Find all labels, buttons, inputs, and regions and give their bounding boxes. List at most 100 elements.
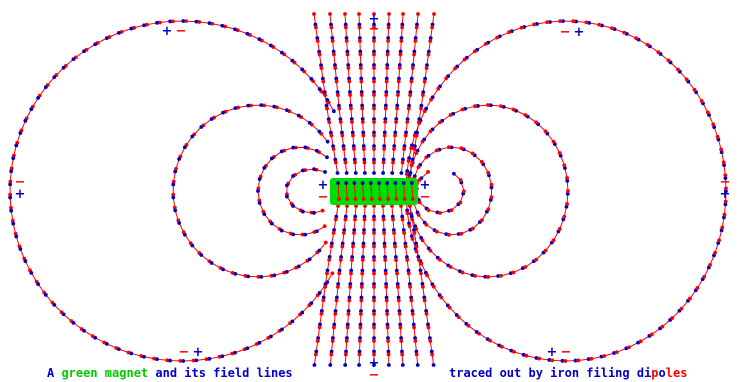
iron-filing-dipole-icon: [82, 328, 95, 339]
iron-filing-dipole-icon: [477, 331, 490, 342]
iron-filing-dipole-icon: [233, 271, 248, 278]
iron-filing-dipole-icon: [722, 202, 728, 217]
iron-filing-dipole-icon: [488, 103, 503, 109]
iron-filing-dipole-icon: [472, 153, 484, 164]
iron-filing-dipole-icon: [190, 243, 202, 255]
iron-filing-dipole-icon: [9, 208, 15, 223]
iron-filing-dipole-icon: [537, 356, 552, 362]
iron-filing-dipole-icon: [416, 257, 423, 273]
iron-filing-dipole-icon: [420, 284, 427, 300]
iron-filing-dipole-icon: [171, 19, 186, 24]
iron-filing-dipole-icon: [409, 66, 415, 81]
iron-filing-dipole-icon: [534, 250, 546, 262]
minus-icon: −: [420, 190, 431, 205]
iron-filing-dipole-icon: [411, 52, 416, 67]
iron-filing-dipole-icon: [157, 19, 172, 25]
iron-filing-dipole-icon: [395, 93, 400, 108]
iron-filing-dipole-icon: [312, 208, 325, 215]
iron-filing-dipole-icon: [576, 357, 591, 363]
iron-filing-dipole-icon: [409, 181, 415, 201]
iron-filing-dipole-icon: [404, 120, 410, 135]
iron-filing-dipole-icon: [466, 323, 479, 334]
iron-filing-dipole-icon: [331, 147, 338, 162]
iron-filing-dipole-icon: [385, 312, 390, 327]
iron-filing-dipole-icon: [372, 231, 376, 246]
iron-filing-dipole-icon: [345, 312, 351, 327]
iron-filing-dipole-icon: [119, 26, 134, 34]
iron-filing-dipole-icon: [331, 325, 336, 340]
iron-filing-dipole-icon: [660, 318, 673, 329]
iron-filing-dipole-icon: [501, 104, 516, 112]
iron-filing-dipole-icon: [694, 90, 704, 103]
iron-filing-dipole-icon: [381, 217, 386, 232]
iron-filing-dipole-icon: [282, 52, 295, 63]
iron-filing-dipole-icon: [352, 181, 358, 201]
iron-filing-dipole-icon: [95, 36, 109, 45]
iron-filing-dipole-icon: [372, 52, 376, 67]
iron-filing-dipole-icon: [343, 352, 348, 367]
iron-filing-dipole-icon: [303, 230, 317, 237]
iron-filing-dipole-icon: [565, 178, 570, 193]
plus-icon: +: [193, 345, 204, 360]
iron-filing-dipole-icon: [708, 253, 716, 267]
iron-filing-dipole-icon: [199, 253, 212, 264]
iron-filing-dipole-icon: [600, 23, 614, 31]
iron-filing-dipole-icon: [343, 160, 349, 175]
iron-filing-dipole-icon: [52, 302, 64, 315]
iron-filing-dipole-icon: [171, 182, 176, 197]
iron-filing-dipole-icon: [197, 20, 212, 26]
iron-filing-dipole-icon: [419, 93, 425, 108]
iron-filing-dipole-icon: [329, 231, 336, 246]
iron-filing-dipole-icon: [333, 66, 339, 81]
iron-filing-dipole-icon: [382, 244, 387, 259]
iron-filing-dipole-icon: [612, 27, 627, 35]
iron-filing-dipole-icon: [333, 160, 340, 175]
iron-filing-dipole-icon: [695, 277, 705, 290]
iron-filing-dipole-icon: [361, 147, 367, 162]
iron-filing-dipole-icon: [177, 221, 186, 235]
iron-filing-dipole-icon: [312, 12, 318, 27]
iron-filing-dipole-icon: [486, 197, 493, 212]
iron-filing-dipole-icon: [511, 266, 525, 275]
iron-filing-dipole-icon: [372, 147, 376, 162]
iron-filing-dipole-icon: [353, 204, 358, 219]
iron-filing-dipole-icon: [399, 339, 404, 354]
iron-filing-dipole-icon: [330, 39, 336, 54]
iron-filing-dipole-icon: [372, 204, 376, 219]
iron-filing-dipole-icon: [400, 217, 406, 232]
iron-filing-dipole-icon: [574, 19, 589, 25]
iron-filing-dipole-icon: [408, 79, 414, 94]
iron-filing-dipole-icon: [317, 52, 323, 68]
iron-filing-dipole-icon: [562, 204, 569, 219]
iron-filing-dipole-icon: [649, 326, 662, 337]
plus-icon: +: [574, 25, 585, 40]
iron-filing-dipole-icon: [321, 79, 327, 95]
minus-icon: −: [179, 345, 190, 360]
iron-filing-dipole-icon: [412, 165, 421, 179]
iron-filing-dipole-icon: [340, 231, 346, 246]
iron-filing-dipole-icon: [545, 131, 556, 144]
iron-filing-dipole-icon: [658, 52, 671, 63]
iron-filing-dipole-icon: [279, 228, 293, 236]
iron-filing-dipole-icon: [71, 320, 84, 331]
iron-filing-dipole-icon: [489, 185, 494, 200]
iron-filing-dipole-icon: [677, 69, 689, 82]
iron-filing-dipole-icon: [589, 354, 604, 361]
iron-filing-dipole-icon: [348, 271, 353, 286]
iron-filing-dipole-icon: [627, 340, 641, 350]
iron-filing-dipole-icon: [372, 258, 376, 273]
iron-filing-dipole-icon: [679, 298, 690, 311]
iron-filing-dipole-icon: [343, 204, 349, 219]
iron-filing-dipole-icon: [437, 257, 451, 268]
iron-filing-dipole-icon: [385, 52, 390, 67]
minus-icon: −: [561, 345, 572, 360]
iron-filing-dipole-icon: [424, 97, 433, 111]
caption-left: A green magnet and its field lines: [47, 366, 293, 380]
iron-filing-dipole-icon: [386, 12, 391, 27]
iron-filing-dipole-icon: [670, 308, 682, 320]
iron-filing-dipole-icon: [321, 284, 328, 300]
iron-filing-dipole-icon: [390, 204, 395, 219]
iron-filing-dipole-icon: [446, 66, 457, 79]
iron-filing-dipole-icon: [349, 258, 354, 273]
iron-filing-dipole-icon: [63, 57, 76, 68]
